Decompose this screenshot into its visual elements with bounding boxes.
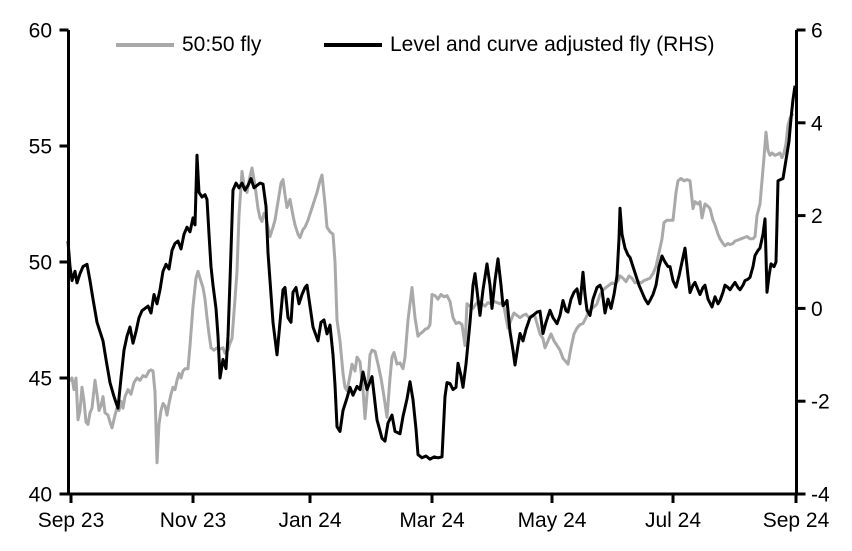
y-axis-right-tick-label: 6 bbox=[811, 20, 823, 43]
x-axis-tick-label: Sep 24 bbox=[763, 509, 830, 532]
y-axis-right-tick-label: 2 bbox=[811, 205, 823, 228]
legend-label-level-curve-fly: Level and curve adjusted fly (RHS) bbox=[390, 33, 715, 56]
y-axis-left-tick-label: 40 bbox=[29, 484, 52, 507]
legend-item-level-curve-fly: Level and curve adjusted fly (RHS) bbox=[324, 33, 715, 57]
legend-item-5050-fly: 50:50 fly bbox=[116, 33, 261, 57]
y-axis-right-tick-label: -2 bbox=[811, 391, 830, 414]
legend-swatch-level-curve-fly bbox=[324, 43, 382, 47]
y-axis-left-tick-label: 50 bbox=[29, 252, 52, 275]
y-axis-right-tick-label: 4 bbox=[811, 112, 823, 135]
y-axis-left-tick-label: 45 bbox=[29, 368, 52, 391]
x-axis-tick-label: Mar 24 bbox=[399, 509, 465, 532]
x-axis-tick-label: Nov 23 bbox=[160, 509, 227, 532]
legend-swatch-5050-fly bbox=[116, 43, 174, 47]
x-axis-tick-label: Jan 24 bbox=[278, 509, 341, 532]
series-line-0 bbox=[66, 112, 795, 465]
y-axis-left-tick-label: 60 bbox=[29, 20, 52, 43]
y-axis-right-tick-label: 0 bbox=[811, 298, 823, 321]
y-axis-right-tick-label: -4 bbox=[811, 484, 830, 507]
x-axis-tick-label: Sep 23 bbox=[38, 509, 105, 532]
x-axis-tick-label: May 24 bbox=[518, 509, 587, 532]
series-line-1 bbox=[66, 85, 797, 461]
y-axis-left-tick-label: 55 bbox=[29, 136, 52, 159]
legend-label-5050-fly: 50:50 fly bbox=[182, 33, 262, 56]
x-axis-tick-label: Jul 24 bbox=[645, 509, 701, 532]
